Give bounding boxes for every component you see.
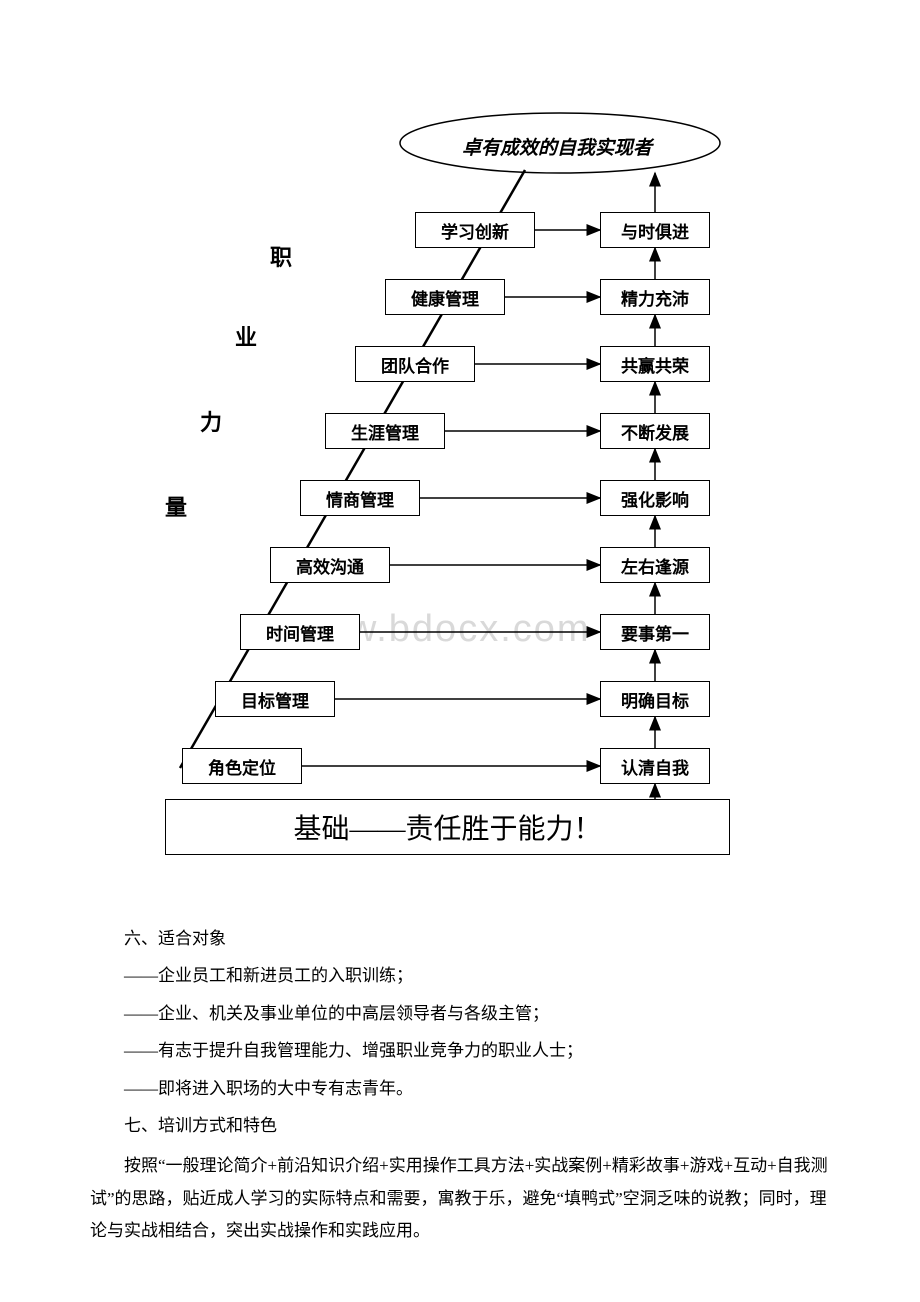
base-box: 基础——责任胜于能力！ [165,799,730,855]
side-char-3: 量 [165,490,187,522]
page: www.bdocx.com 卓有成效的自我实现者 职业力量 学习创新健康管理团队… [0,110,920,1247]
left-boxes-3: 生涯管理 [325,413,445,449]
right-boxes-0: 与时俱进 [600,212,710,248]
left-boxes-8: 角色定位 [182,748,302,784]
left-boxes-0: 学习创新 [415,212,535,248]
diagram-container: www.bdocx.com 卓有成效的自我实现者 职业力量 学习创新健康管理团队… [110,110,810,890]
left-boxes-6: 时间管理 [240,614,360,650]
side-char-1: 业 [235,320,257,352]
right-boxes-6: 要事第一 [600,614,710,650]
section7-title: 七、培训方式和特色 [90,1107,830,1144]
right-boxes-4: 强化影响 [600,480,710,516]
section6-line-0: ——企业员工和新进员工的入职训练； [90,957,830,994]
left-boxes-5: 高效沟通 [270,547,390,583]
left-boxes-7: 目标管理 [215,681,335,717]
right-boxes-1: 精力充沛 [600,279,710,315]
top-ellipse-label: 卓有成效的自我实现者 [462,133,652,160]
side-char-0: 职 [270,240,292,272]
section6-line-1: ——企业、机关及事业单位的中高层领导者与各级主管； [90,995,830,1032]
section7-para: 按照“一般理论简介+前沿知识介绍+实用操作工具方法+实战案例+精彩故事+游戏+互… [90,1150,830,1247]
right-boxes-8: 认清自我 [600,748,710,784]
right-boxes-5: 左右逢源 [600,547,710,583]
right-boxes-7: 明确目标 [600,681,710,717]
left-boxes-4: 情商管理 [300,480,420,516]
triangle-slope [180,170,525,768]
section6-title: 六、适合对象 [90,920,830,957]
section6-line-2: ——有志于提升自我管理能力、增强职业竞争力的职业人士； [90,1032,830,1069]
body-text: 六、适合对象 ——企业员工和新进员工的入职训练； ——企业、机关及事业单位的中高… [90,920,830,1247]
left-boxes-1: 健康管理 [385,279,505,315]
left-boxes-2: 团队合作 [355,346,475,382]
right-boxes-2: 共赢共荣 [600,346,710,382]
side-char-2: 力 [200,405,222,437]
right-boxes-3: 不断发展 [600,413,710,449]
section6-line-3: ——即将进入职场的大中专有志青年。 [90,1070,830,1107]
